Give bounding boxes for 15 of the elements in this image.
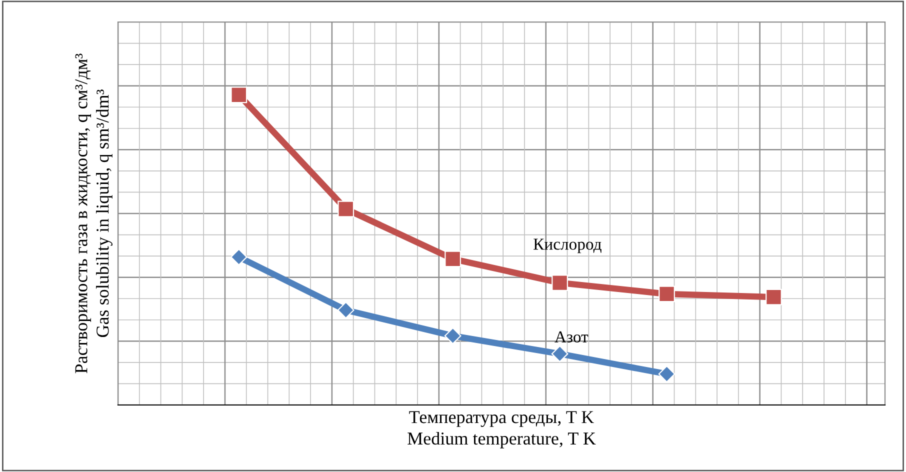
y-axis-title: Растворимость газа в жидкости, q см³/дм³ Gas solubility in liquid, q sm³/dm³ [75, 54, 112, 374]
point [766, 288, 782, 306]
point [658, 286, 675, 302]
series-label: Кислород [534, 238, 602, 254]
point [337, 302, 354, 319]
point [444, 327, 462, 344]
point [551, 345, 568, 362]
point [230, 248, 248, 266]
point [658, 366, 676, 382]
point [338, 200, 354, 218]
point [230, 86, 248, 104]
x-axis-title: Температура среды, T K Medium temperature, T K [408, 411, 596, 448]
point [552, 274, 568, 292]
point [444, 250, 462, 268]
series-label: Азот [554, 331, 588, 342]
